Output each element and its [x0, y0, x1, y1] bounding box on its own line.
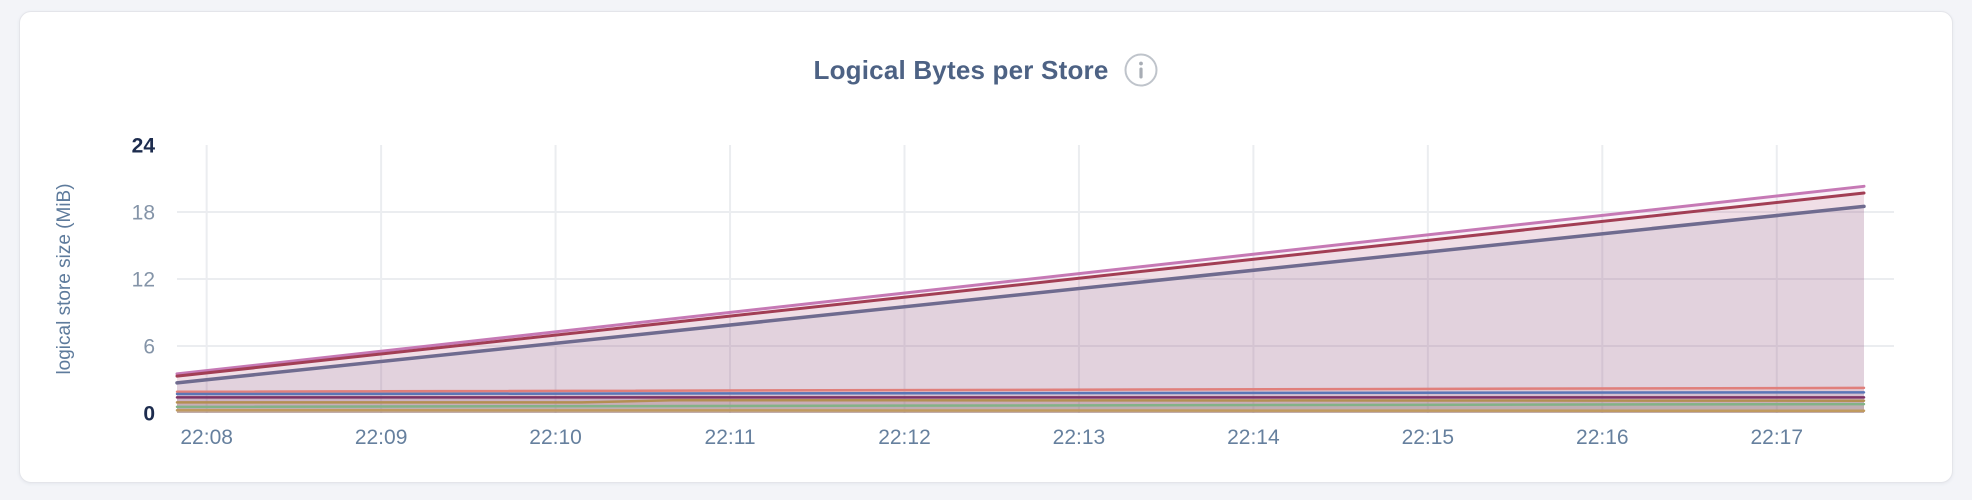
store-3-line — [175, 204, 1866, 385]
x-tick-label: 22:09 — [355, 426, 408, 449]
x-tick-label: 22:15 — [1402, 426, 1455, 449]
page-title: Logical Bytes per Store — [813, 54, 1109, 85]
x-tick-label: 22:16 — [1576, 426, 1629, 449]
x-tick-label: 22:11 — [705, 426, 756, 449]
store-8-line — [175, 402, 1866, 409]
store-1-line — [175, 184, 1866, 376]
store-2-area — [177, 193, 1864, 413]
store-2-line — [175, 191, 1866, 378]
x-tick-label: 22:17 — [1750, 426, 1803, 449]
store-5-line — [175, 391, 1866, 396]
y-tick-label: 0 — [143, 403, 155, 426]
store-1-area — [177, 186, 1864, 413]
x-tick-label: 22:10 — [529, 426, 582, 449]
y-tick-label: 12 — [132, 269, 155, 292]
chart-header: Logical Bytes per Store — [20, 50, 1952, 90]
x-tick-label: 22:13 — [1053, 426, 1106, 449]
store-9-line — [175, 408, 1866, 413]
chart-card: Logical Bytes per Store logical store si… — [19, 11, 1953, 483]
y-tick-label: 6 — [143, 336, 155, 359]
store-7-line — [175, 398, 1866, 404]
x-tick-label: 22:08 — [180, 426, 233, 449]
y-tick-label: 24 — [132, 135, 156, 158]
y-tick-label: 18 — [132, 202, 155, 225]
store-3-area — [177, 206, 1864, 413]
store-4-line — [175, 386, 1866, 394]
store-size-chart[interactable]: 24 18 12 6 0 22:08 22:09 22:10 22:11 22:12 22:13 22… — [20, 12, 1954, 484]
info-icon[interactable] — [1123, 52, 1159, 88]
x-tick-label: 22:12 — [878, 426, 931, 449]
x-tick-label: 22:14 — [1227, 426, 1280, 449]
y-axis-title: logical store size (MiB) — [54, 183, 75, 375]
